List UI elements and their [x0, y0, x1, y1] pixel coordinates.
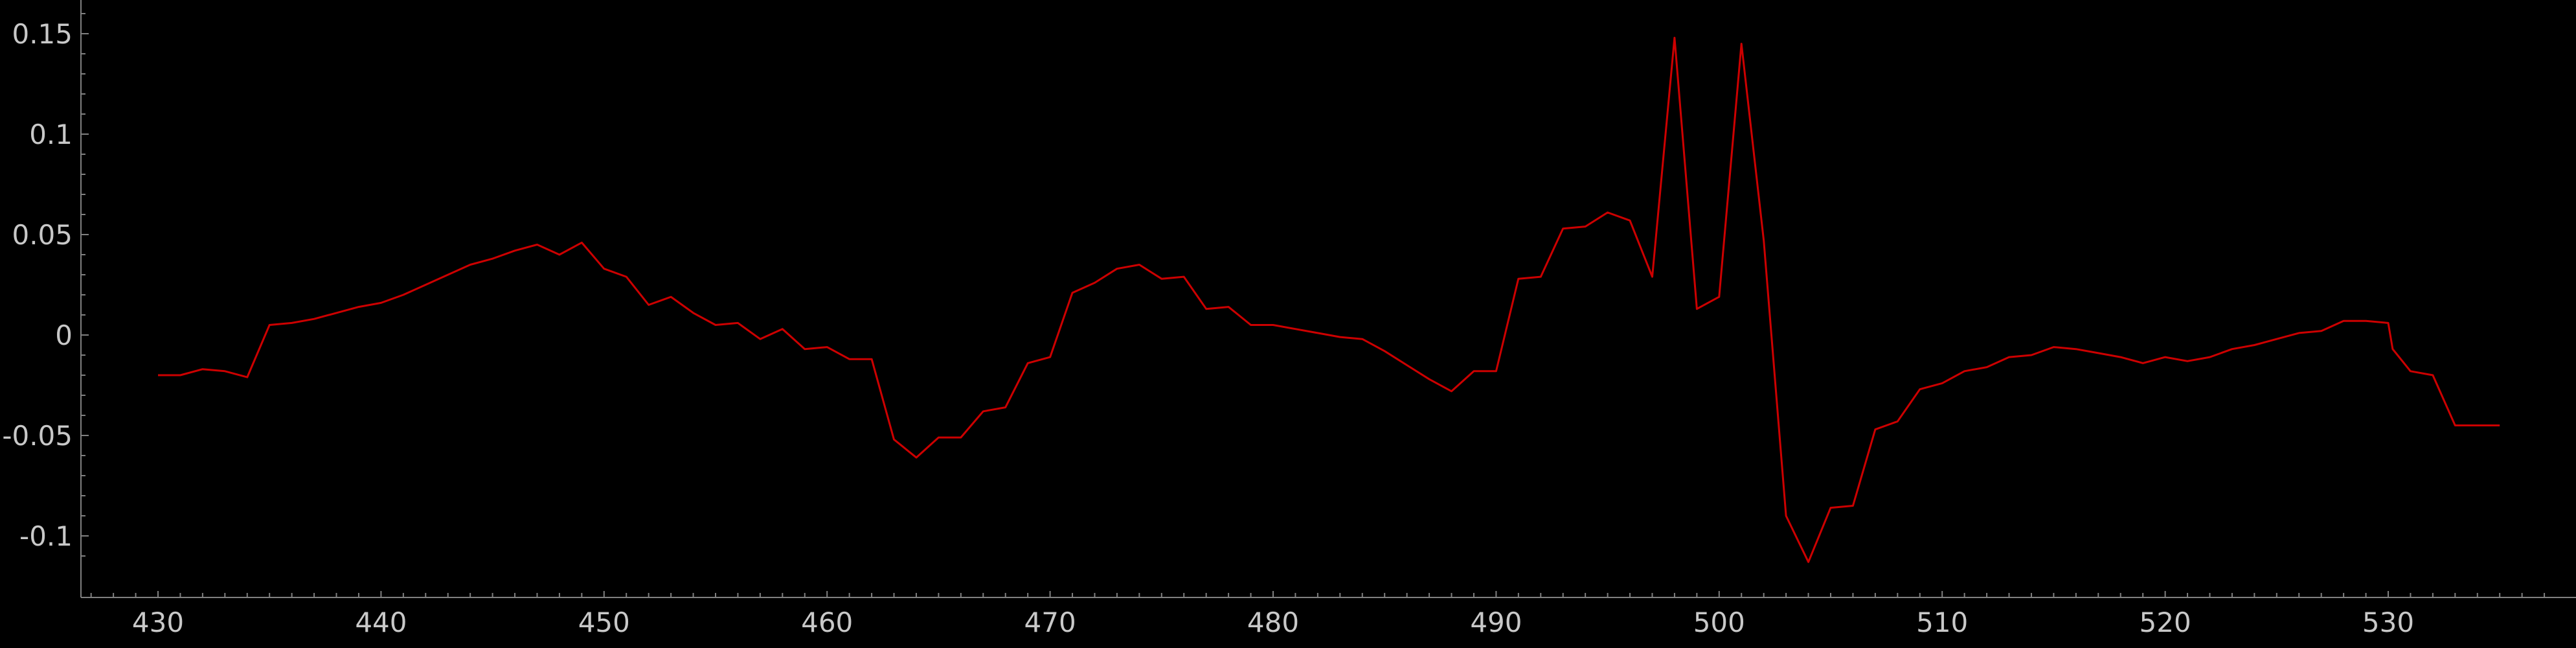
x-tick-label: 470	[1024, 607, 1076, 638]
series-layer	[158, 36, 2500, 563]
x-tick-label: 530	[2362, 607, 2414, 638]
x-tick-label: 440	[355, 607, 407, 638]
y-tick-label: 0	[55, 319, 73, 351]
y-tick-label: 0.05	[12, 219, 73, 251]
x-tick-label: 510	[1916, 607, 1968, 638]
y-tick-label: -0.05	[2, 420, 73, 452]
x-tick-label: 500	[1693, 607, 1745, 638]
x-tick-label: 490	[1470, 607, 1522, 638]
y-tick-label: 0.15	[12, 18, 73, 50]
x-tick-label: 480	[1247, 607, 1299, 638]
x-tick-label: 520	[2140, 607, 2191, 638]
x-tick-label: 460	[801, 607, 853, 638]
series-line	[158, 36, 2500, 563]
y-tick-label: 0.1	[29, 119, 73, 150]
x-tick-label: 450	[578, 607, 630, 638]
y-tick-label: -0.1	[19, 520, 73, 552]
x-tick-label: 430	[132, 607, 184, 638]
